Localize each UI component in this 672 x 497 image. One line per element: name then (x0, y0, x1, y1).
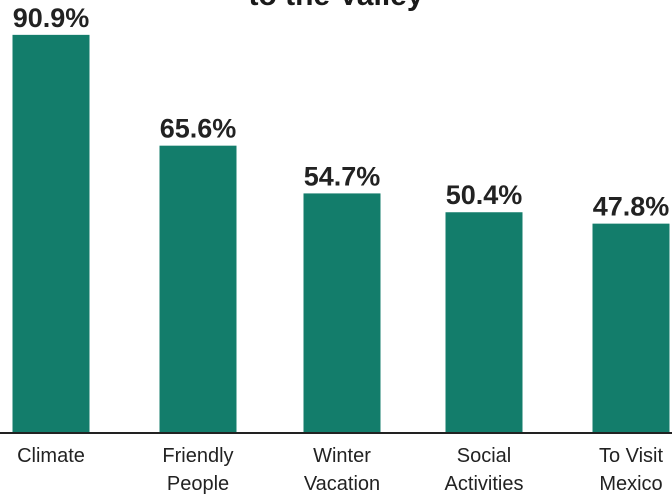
category-label-line: Friendly (162, 445, 233, 467)
category-label-line: To Visit (599, 445, 664, 467)
bar-0 (12, 34, 90, 433)
category-label-line: Mexico (599, 473, 662, 495)
bar-1 (159, 145, 237, 433)
value-label-2: 54.7% (304, 161, 381, 191)
category-label-2: Winter Vacation (304, 445, 380, 495)
value-label-0: 90.9% (13, 3, 90, 33)
value-label-1: 65.6% (160, 114, 237, 144)
chart-title: to the Valley (248, 0, 423, 12)
value-label-3: 50.4% (446, 180, 523, 210)
category-label-1: Friendly People (162, 445, 233, 495)
category-label-line: Climate (17, 445, 85, 467)
category-label-line: Winter (313, 445, 371, 467)
bar-3 (445, 212, 523, 433)
category-label-0: Climate (17, 445, 85, 467)
category-label-4: To Visit Mexico (599, 445, 664, 495)
category-label-line: Social (457, 445, 511, 467)
category-label-3: Social Activities (445, 445, 524, 495)
category-label-line: Activities (445, 473, 524, 495)
category-label-line: Vacation (304, 473, 380, 495)
bar-4 (592, 223, 670, 433)
value-labels-layer: 90.9% 65.6% 54.7% 50.4% 47.8% (13, 3, 670, 222)
category-labels-layer: Climate Friendly People Winter Vacation Socia… (17, 445, 663, 495)
bar-2 (303, 193, 381, 433)
value-label-4: 47.8% (593, 192, 670, 222)
category-label-line: People (167, 473, 229, 495)
bars-layer (12, 34, 670, 433)
